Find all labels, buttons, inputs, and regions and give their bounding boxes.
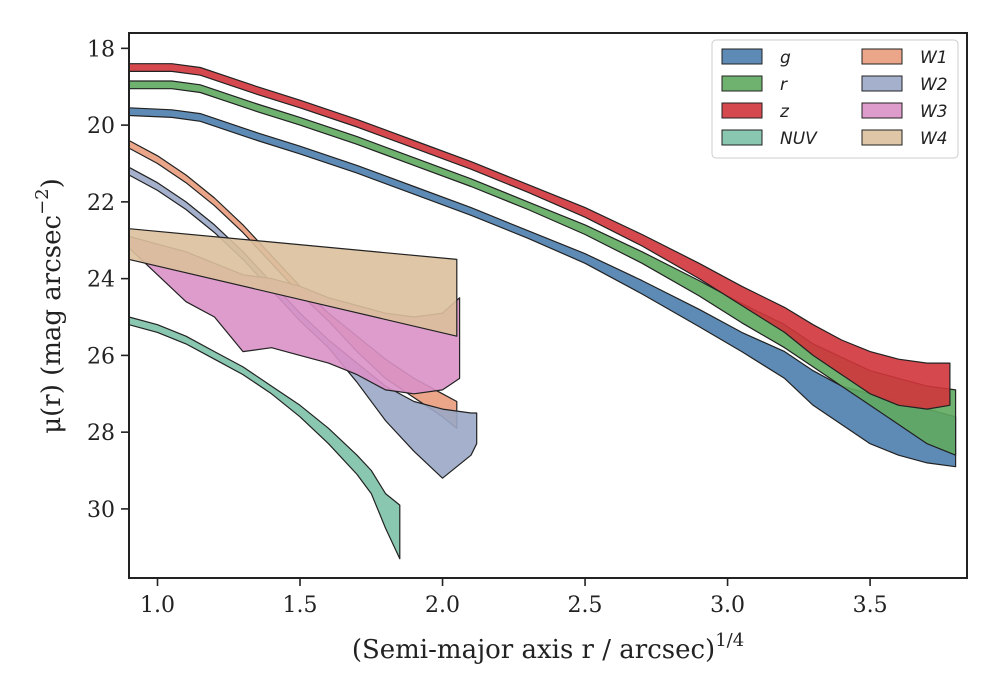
y-axis-title: μ(r) (mag arcsec−2) [32, 178, 67, 434]
series-areas [128, 63, 957, 560]
legend-label-w1: W1 [920, 48, 948, 68]
legend-swatch-w1 [861, 48, 903, 65]
x-tick-label: 3.5 [853, 593, 888, 618]
y-tick-label: 18 [87, 37, 115, 62]
series-band-g [128, 107, 957, 468]
legend-swatch-w2 [861, 75, 903, 92]
series-band-nuv [128, 316, 401, 560]
x-axis-title: (Semi-major axis r / arcsec)1/4 [352, 630, 744, 665]
x-tick-label: 2.0 [425, 593, 460, 618]
legend-label-z: z [779, 102, 790, 122]
y-axis: 18 20 22 24 26 28 30 [87, 37, 129, 523]
legend: grz NUV W1 W2 W3 W4 [711, 39, 959, 159]
plot-frame [128, 32, 968, 579]
legend-swatch-r [721, 75, 763, 92]
legend-swatch-nuv [721, 129, 763, 146]
x-axis-title-exponent: 1/4 [715, 630, 744, 651]
legend-label-g: g [780, 48, 791, 68]
x-axis-title-text: (Semi-major axis r / arcsec) [352, 635, 715, 665]
y-tick-label: 30 [87, 498, 115, 523]
y-axis-title-text: μ(r) (mag arcsec [37, 215, 67, 434]
x-tick-label: 1.5 [283, 593, 318, 618]
legend-label-w3: W3 [920, 102, 948, 122]
legend-swatch-w3 [861, 102, 903, 119]
y-axis-title-close: ) [37, 178, 67, 188]
legend-label-r: r [780, 75, 788, 95]
legend-label-nuv: NUV [780, 129, 818, 149]
legend-label-w4: W4 [920, 129, 948, 149]
y-tick-label: 22 [87, 191, 115, 216]
series-band-z [128, 63, 951, 410]
legend-label-w2: W2 [920, 75, 948, 95]
x-axis: 1.0 1.5 2.0 2.5 3.0 3.5 [140, 578, 888, 618]
x-tick-label: 2.5 [568, 593, 603, 618]
series-band-r [128, 80, 957, 456]
y-tick-label: 24 [87, 268, 115, 293]
x-tick-label: 3.0 [710, 593, 745, 618]
y-tick-label: 26 [87, 344, 115, 369]
y-axis-title-exponent: −2 [32, 188, 53, 215]
legend-swatch-w4 [861, 129, 903, 146]
y-tick-label: 28 [87, 421, 115, 446]
legend-swatch-g [721, 48, 763, 65]
legend-swatch-z [721, 102, 763, 119]
y-tick-label: 20 [87, 114, 115, 139]
legend-frame [711, 39, 959, 159]
x-tick-label: 1.0 [140, 593, 175, 618]
